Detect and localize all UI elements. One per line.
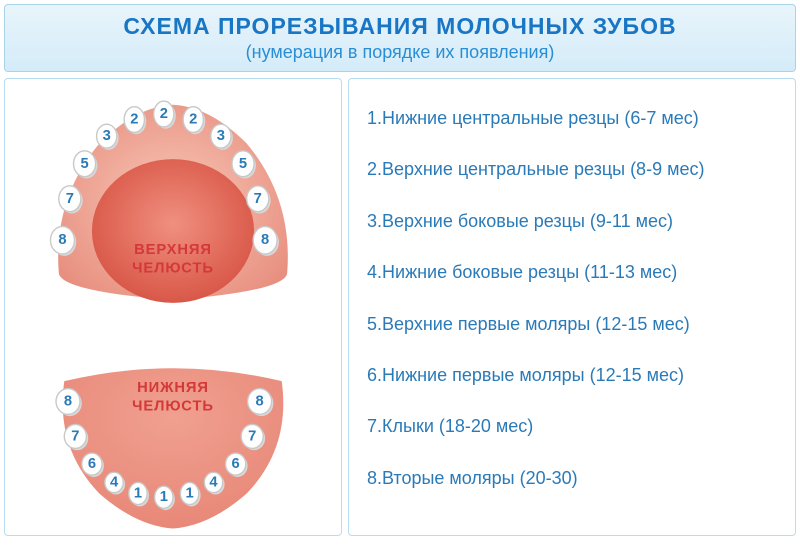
list-item: 2.Верхние центральные резцы (8-9 мес) — [367, 144, 777, 195]
tooth-number: 5 — [239, 156, 247, 172]
upper-jaw-label-1: ВЕРХНЯЯ — [134, 242, 212, 258]
tooth-number: 7 — [66, 191, 74, 207]
list-item: 8.Вторые моляры (20-30) — [367, 453, 777, 504]
jaw-diagram-panel: 87532223578 ВЕРХНЯЯ ЧЕЛЮСТЬ НИЖНЯЯ ЧЕЛЮС… — [4, 78, 342, 536]
tooth-number: 2 — [189, 112, 197, 128]
tooth-number: 2 — [160, 106, 168, 122]
lower-jaw-label-1: НИЖНЯЯ — [137, 380, 209, 396]
eruption-list-panel: 1.Нижние центральные резцы (6-7 мес) 2.В… — [348, 78, 796, 536]
tooth-number: 4 — [209, 474, 218, 490]
tooth-number: 7 — [71, 428, 79, 444]
tooth-number: 4 — [110, 474, 119, 490]
tooth-number: 1 — [160, 489, 168, 505]
tooth-number: 5 — [80, 156, 88, 172]
tooth-number: 8 — [58, 232, 66, 248]
upper-palate — [92, 159, 254, 303]
lower-jaw-label-2: ЧЕЛЮСТЬ — [132, 399, 214, 415]
page-title: СХЕМА ПРОРЕЗЫВАНИЯ МОЛОЧНЫХ ЗУБОВ — [5, 13, 795, 40]
list-item: 4.Нижние боковые резцы (11-13 мес) — [367, 247, 777, 298]
tooth-number: 8 — [261, 232, 269, 248]
list-item: 5.Верхние первые моляры (12-15 мес) — [367, 299, 777, 350]
list-item: 1.Нижние центральные резцы (6-7 мес) — [367, 93, 777, 144]
tooth-number: 8 — [256, 393, 264, 409]
tooth-number: 8 — [64, 393, 72, 409]
list-item: 6.Нижние первые моляры (12-15 мес) — [367, 350, 777, 401]
tooth-number: 6 — [88, 456, 96, 472]
content-row: 87532223578 ВЕРХНЯЯ ЧЕЛЮСТЬ НИЖНЯЯ ЧЕЛЮС… — [4, 78, 796, 536]
tooth-number: 3 — [217, 128, 225, 144]
tooth-number: 7 — [254, 191, 262, 207]
list-item: 7.Клыки (18-20 мес) — [367, 401, 777, 452]
list-item: 3.Верхние боковые резцы (9-11 мес) — [367, 196, 777, 247]
header: СХЕМА ПРОРЕЗЫВАНИЯ МОЛОЧНЫХ ЗУБОВ (нумер… — [4, 4, 796, 72]
tooth-number: 1 — [134, 486, 142, 502]
page-subtitle: (нумерация в порядке их появления) — [5, 42, 795, 63]
tooth-number: 2 — [130, 112, 138, 128]
tooth-number: 7 — [248, 428, 256, 444]
teeth-diagram: 87532223578 ВЕРХНЯЯ ЧЕЛЮСТЬ НИЖНЯЯ ЧЕЛЮС… — [5, 79, 341, 535]
upper-jaw-label-2: ЧЕЛЮСТЬ — [132, 260, 214, 276]
tooth-number: 1 — [185, 486, 193, 502]
tooth-number: 3 — [103, 128, 111, 144]
tooth-number: 6 — [232, 456, 240, 472]
